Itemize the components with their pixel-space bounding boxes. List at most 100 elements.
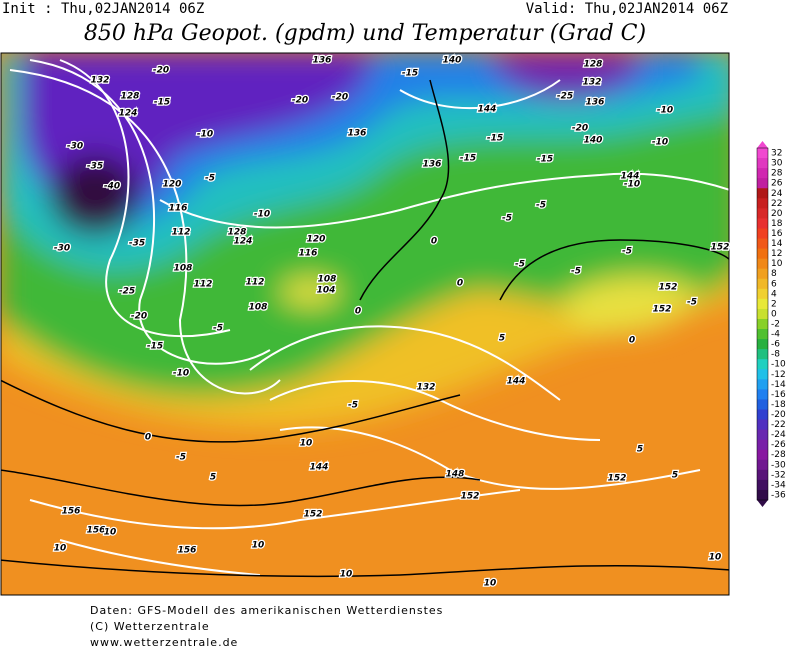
contour-label: -10: [197, 130, 213, 140]
colorbar-label: 14: [771, 239, 783, 249]
contour-label: 10: [300, 439, 313, 449]
contour-label: 136: [423, 160, 442, 170]
colorbar-label: 18: [771, 219, 783, 229]
contour-label: 128: [121, 92, 140, 102]
colorbar-swatch: [757, 389, 768, 400]
contour-label: 144: [621, 172, 640, 182]
colorbar-swatch: [757, 228, 768, 240]
colorbar-swatch: [757, 208, 768, 219]
contour-label: 10: [104, 528, 117, 538]
contour-label: 10: [252, 541, 265, 551]
colorbar-swatch: [757, 479, 768, 491]
colorbar-swatch: [757, 288, 768, 300]
contour-label: 140: [443, 56, 462, 66]
footer-line: Daten: GFS-Modell des amerikanischen Wet…: [90, 604, 443, 617]
contour-label: 0: [431, 237, 437, 247]
contour-label: 116: [299, 249, 318, 259]
colorbar-swatch: [757, 268, 768, 280]
contour-label: -20: [153, 66, 169, 76]
colorbar-swatch: [757, 168, 768, 179]
contour-label: 156: [62, 507, 81, 517]
colorbar-swatch: [757, 258, 768, 270]
colorbar-swatch: [757, 298, 768, 310]
colorbar-label: -8: [771, 350, 780, 360]
colorbar-label: -36: [771, 490, 786, 500]
contour-label: -5: [515, 260, 525, 270]
colorbar-label: 30: [771, 159, 783, 169]
contour-label: 152: [461, 492, 480, 502]
contour-label: 120: [307, 235, 326, 245]
colorbar-swatch: [757, 399, 768, 410]
colorbar-label: 12: [771, 249, 782, 259]
contour-label: 136: [586, 98, 605, 108]
contour-label: 112: [172, 228, 191, 238]
contour-label: 128: [228, 228, 247, 238]
contour-label: 124: [234, 237, 253, 247]
contour-label: -15: [147, 342, 163, 352]
contour-label: 156: [178, 546, 197, 556]
contour-label: -5: [205, 174, 215, 184]
contour-label: -5: [571, 267, 581, 277]
colorbar-label: -30: [771, 460, 786, 470]
contour-label: -15: [402, 69, 418, 79]
contour-label: 116: [169, 204, 188, 214]
contour-label: -5: [348, 401, 358, 411]
contour-label: 5: [499, 334, 505, 344]
contour-label: -20: [131, 312, 147, 322]
colorbar-swatch: [757, 449, 768, 461]
contour-label: 152: [659, 283, 678, 293]
contour-label: -20: [332, 93, 348, 103]
contour-label: -40: [104, 182, 120, 192]
contour-label: -10: [173, 369, 189, 379]
contour-label: 108: [174, 264, 193, 274]
valid-time: Valid: Thu,02JAN2014 06Z: [526, 1, 728, 17]
title: 850 hPa Geopot. (gpdm) und Temperatur (G…: [84, 21, 646, 46]
contour-label: -35: [129, 239, 145, 249]
colorbar-label: 10: [771, 259, 783, 269]
contour-label: 0: [145, 433, 151, 443]
contour-label: 140: [584, 136, 603, 146]
contour-label: 108: [318, 275, 337, 285]
contour-label: -20: [572, 124, 588, 134]
colorbar-swatch: [757, 369, 768, 380]
contour-label: 148: [446, 470, 465, 480]
contour-label: 5: [637, 445, 643, 455]
colorbar-label: -22: [771, 420, 786, 430]
colorbar-swatch: [757, 278, 768, 290]
colorbar-label: 22: [771, 199, 782, 209]
contour-label: 136: [348, 129, 367, 139]
contour-label: -5: [687, 298, 697, 308]
contour-label: 10: [709, 553, 722, 563]
contour-label: 112: [194, 280, 213, 290]
contour-label: 136: [313, 56, 332, 66]
colorbar-swatch: [757, 359, 768, 370]
colorbar-label: -14: [771, 380, 786, 390]
contour-label: -5: [622, 247, 632, 257]
colorbar-label: 28: [771, 169, 783, 179]
contour-label: -5: [536, 201, 546, 211]
contour-label: 5: [210, 473, 216, 483]
contour-label: -30: [54, 244, 70, 254]
contour-label: 144: [478, 105, 497, 115]
footer-line: (C) Wetterzentrale: [90, 620, 210, 633]
colorbar-swatch: [757, 148, 768, 159]
colorbar-swatch: [757, 349, 768, 360]
colorbar-swatch: [757, 308, 768, 320]
contour-label: -10: [254, 210, 270, 220]
contour-label: 10: [54, 544, 67, 554]
contour-label: -10: [657, 106, 673, 116]
colorbar-swatch: [757, 439, 768, 451]
colorbar-swatch: [757, 409, 768, 421]
colorbar-swatch: [757, 188, 768, 199]
contour-label: -20: [292, 96, 308, 106]
contour-label: 120: [163, 180, 182, 190]
contour-label: -5: [213, 324, 223, 334]
contour-label: -25: [119, 287, 135, 297]
colorbar-label: 16: [771, 229, 783, 239]
colorbar-label: 4: [771, 289, 777, 299]
contour-label: 132: [417, 383, 436, 393]
colorbar-swatch: [757, 419, 768, 431]
contour-label: 0: [629, 336, 635, 346]
contour-label: -10: [652, 138, 668, 148]
